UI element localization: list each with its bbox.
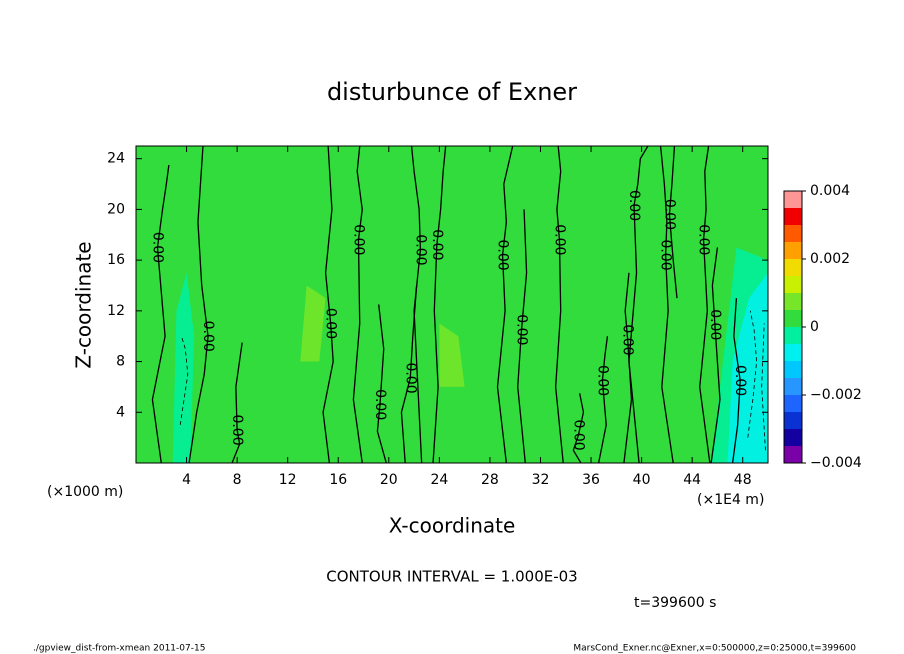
contour-label: 0.00 bbox=[323, 308, 339, 339]
colorbar-band bbox=[784, 344, 802, 361]
colorbar-band bbox=[784, 208, 802, 225]
colorbar-band bbox=[784, 310, 802, 327]
contour-line bbox=[554, 146, 564, 463]
contour-label: 0.00 bbox=[570, 420, 586, 451]
contour-label: 0.00 bbox=[707, 309, 723, 340]
contour-line bbox=[710, 247, 721, 463]
contour-line bbox=[376, 304, 387, 463]
footer-right: MarsCond_Exner.nc@Exner,x=0:500000,z=0:2… bbox=[573, 644, 856, 654]
contour-label: 0.00 bbox=[200, 321, 216, 352]
colorbar-band bbox=[784, 429, 802, 446]
contour-label: 0.00 bbox=[372, 389, 388, 420]
fill-region bbox=[172, 272, 195, 463]
contour-line bbox=[496, 146, 514, 463]
colorbar-band bbox=[784, 412, 802, 429]
y-tick-label: 12 bbox=[107, 303, 125, 319]
contour-line bbox=[188, 146, 209, 463]
contour-label: 0.00 bbox=[350, 224, 366, 255]
contour-line bbox=[151, 164, 170, 463]
contour-line bbox=[352, 146, 363, 463]
x-tick-label: 24 bbox=[430, 472, 448, 488]
contour-line bbox=[699, 146, 711, 463]
colorbar-band bbox=[784, 395, 802, 412]
contour-line bbox=[623, 272, 633, 463]
colorbar-tick-label: −0.002 bbox=[810, 387, 862, 403]
colorbar-band bbox=[784, 378, 802, 395]
contour-label: 0.00 bbox=[149, 232, 165, 263]
contour-label: 0.00 bbox=[402, 362, 418, 393]
colorbar-band bbox=[784, 225, 802, 242]
contour-line bbox=[322, 146, 334, 463]
chart-title: disturbunce of Exner bbox=[327, 78, 577, 106]
contour-label: 0.00 bbox=[514, 314, 530, 345]
contour-label: 0.00 bbox=[626, 190, 642, 221]
contour-label: 0.00 bbox=[658, 239, 674, 270]
contour-line bbox=[179, 336, 189, 426]
x-tick-label: 48 bbox=[734, 472, 752, 488]
x-tick-label: 16 bbox=[329, 472, 347, 488]
y-tick-label: 16 bbox=[107, 252, 125, 268]
y-tick-label: 20 bbox=[107, 201, 125, 217]
contour-label: 0.00 bbox=[620, 324, 636, 355]
contour-label: 0.00 bbox=[551, 224, 567, 255]
colorbar-band bbox=[784, 327, 802, 344]
contour-label: 0.00 bbox=[594, 365, 610, 396]
y-tick-label: 4 bbox=[116, 404, 125, 420]
colorbar-band bbox=[784, 259, 802, 276]
colorbar-band bbox=[784, 242, 802, 259]
plot-frame bbox=[135, 145, 769, 464]
contour-line bbox=[659, 146, 674, 463]
x-tick-label: 4 bbox=[182, 472, 191, 488]
contour-line bbox=[628, 146, 649, 463]
footer-left: ./gpview_dist-from-xmean 2011-07-15 bbox=[33, 644, 205, 654]
colorbar-band bbox=[784, 293, 802, 310]
x-tick-label: 32 bbox=[532, 472, 550, 488]
contour-label: 0.00 bbox=[412, 234, 428, 265]
contour-line bbox=[410, 146, 423, 463]
contour-line bbox=[597, 336, 609, 463]
x-tick-label: 36 bbox=[582, 472, 600, 488]
contour-label: 0.00 bbox=[495, 239, 511, 270]
contour-label: 0.00 bbox=[696, 224, 712, 255]
field-base bbox=[136, 146, 768, 463]
fill-region bbox=[439, 323, 465, 387]
contour-label: 0.00 bbox=[229, 414, 245, 445]
contour-line bbox=[761, 323, 766, 451]
x-tick-label: 20 bbox=[380, 472, 398, 488]
x-tick-label: 40 bbox=[633, 472, 651, 488]
contour-label: 0.00 bbox=[732, 365, 748, 396]
y-axis-label: Z-coordinate bbox=[72, 241, 96, 368]
x-axis-label: X-coordinate bbox=[389, 514, 516, 538]
colorbar-tick-label: 0 bbox=[810, 319, 819, 335]
colorbar-tick-label: 0.004 bbox=[810, 183, 850, 199]
contour-interval: CONTOUR INTERVAL = 1.000E-03 bbox=[326, 568, 577, 586]
contour-line bbox=[572, 393, 585, 463]
x-tick-label: 44 bbox=[683, 472, 701, 488]
x-tick-label: 12 bbox=[279, 472, 297, 488]
colorbar-band bbox=[784, 446, 802, 463]
contour-line bbox=[517, 209, 528, 463]
x-tick-label: 28 bbox=[481, 472, 499, 488]
contour-label: 0.00 bbox=[429, 229, 445, 260]
x-units: (×1E4 m) bbox=[697, 492, 764, 508]
contour-line bbox=[668, 146, 678, 299]
colorbar-band bbox=[784, 276, 802, 293]
colorbar-tick-label: −0.004 bbox=[810, 455, 862, 471]
fill-region bbox=[300, 285, 326, 362]
y-tick-label: 24 bbox=[107, 151, 125, 167]
contour-line bbox=[432, 146, 447, 463]
contour-line bbox=[731, 298, 741, 463]
y-units: (×1000 m) bbox=[47, 484, 123, 500]
time-label: t=399600 s bbox=[634, 595, 716, 611]
colorbar-tick-label: 0.002 bbox=[810, 251, 850, 267]
colorbar-band bbox=[784, 191, 802, 208]
x-tick-label: 8 bbox=[233, 472, 242, 488]
contour-line bbox=[231, 342, 243, 463]
y-tick-label: 8 bbox=[116, 354, 125, 370]
colorbar-band bbox=[784, 361, 802, 378]
plot-area: 0.000.000.000.000.000.000.000.00 0.00 0.00… bbox=[136, 146, 768, 463]
contour-label: 0.00 bbox=[661, 199, 677, 230]
contour-line bbox=[747, 310, 758, 438]
